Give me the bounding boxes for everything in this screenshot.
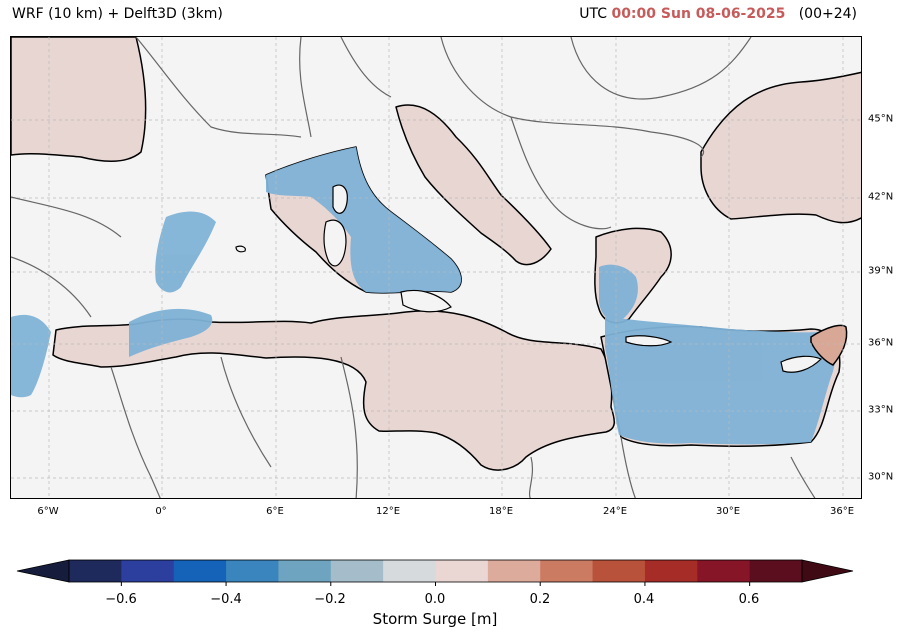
graticule xyxy=(11,37,861,498)
lon-label: 6°E xyxy=(266,506,284,517)
colorbar-bin xyxy=(435,560,489,582)
lat-label: 42°N xyxy=(868,191,894,203)
colorbar-bin xyxy=(540,560,594,582)
colorbar-bin xyxy=(592,560,646,582)
colorbar xyxy=(16,559,854,586)
colorbar-tick-label: −0.2 xyxy=(314,592,346,607)
colorbar-bin xyxy=(487,560,541,582)
colorbar-bin xyxy=(69,560,122,582)
lon-label: 36°E xyxy=(829,506,855,517)
lon-label: 6°W xyxy=(37,506,59,517)
lon-label: 24°E xyxy=(602,506,628,517)
colorbar-bin xyxy=(749,560,803,582)
colorbar-extend-low xyxy=(16,559,70,583)
lon-label: 12°E xyxy=(375,506,401,517)
colorbar-tick-label: −0.6 xyxy=(105,592,137,607)
colorbar-bin xyxy=(383,560,436,582)
colorbar-bin xyxy=(278,560,332,582)
colorbar-tick-label: 0.0 xyxy=(424,592,446,607)
colorbar-tick-label: 0.4 xyxy=(633,592,655,607)
colorbar-tick-label: 0.6 xyxy=(738,592,760,607)
colorbar-bin xyxy=(697,560,751,582)
title-model: WRF (10 km) + Delft3D (3km) xyxy=(12,6,223,22)
islands xyxy=(235,184,823,373)
map-panel xyxy=(10,36,862,499)
colorbar-bin xyxy=(226,560,279,582)
colorbar-bin xyxy=(121,560,175,582)
lat-label: 30°N xyxy=(868,471,894,483)
title-time: UTC 00:00 Sun 08-06-2025 (00+24) xyxy=(579,6,857,22)
map-svg xyxy=(11,37,861,498)
surge-negative-field xyxy=(11,147,836,445)
colorbar-tick-label: 0.2 xyxy=(529,592,551,607)
forecast-datetime: 00:00 Sun 08-06-2025 xyxy=(611,6,786,22)
colorbar-tick-label: −0.4 xyxy=(210,592,242,607)
colorbar-bin xyxy=(330,560,384,582)
lon-label: 0° xyxy=(155,506,167,517)
country-borders xyxy=(11,37,816,498)
lon-label: 30°E xyxy=(715,506,741,517)
colorbar-extend-high xyxy=(801,559,854,583)
colorbar-label: Storm Surge [m] xyxy=(372,610,498,628)
lat-label: 45°N xyxy=(868,113,894,125)
utc-prefix: UTC xyxy=(579,6,607,22)
colorbar-bin xyxy=(173,560,227,582)
lat-label: 36°N xyxy=(868,337,894,349)
forecast-lead: (00+24) xyxy=(798,6,857,22)
lon-label: 18°E xyxy=(488,506,514,517)
colorbar-bin xyxy=(644,560,698,582)
lat-label: 33°N xyxy=(868,404,894,416)
surge-high-patch xyxy=(810,324,848,366)
lat-label: 39°N xyxy=(868,265,894,277)
